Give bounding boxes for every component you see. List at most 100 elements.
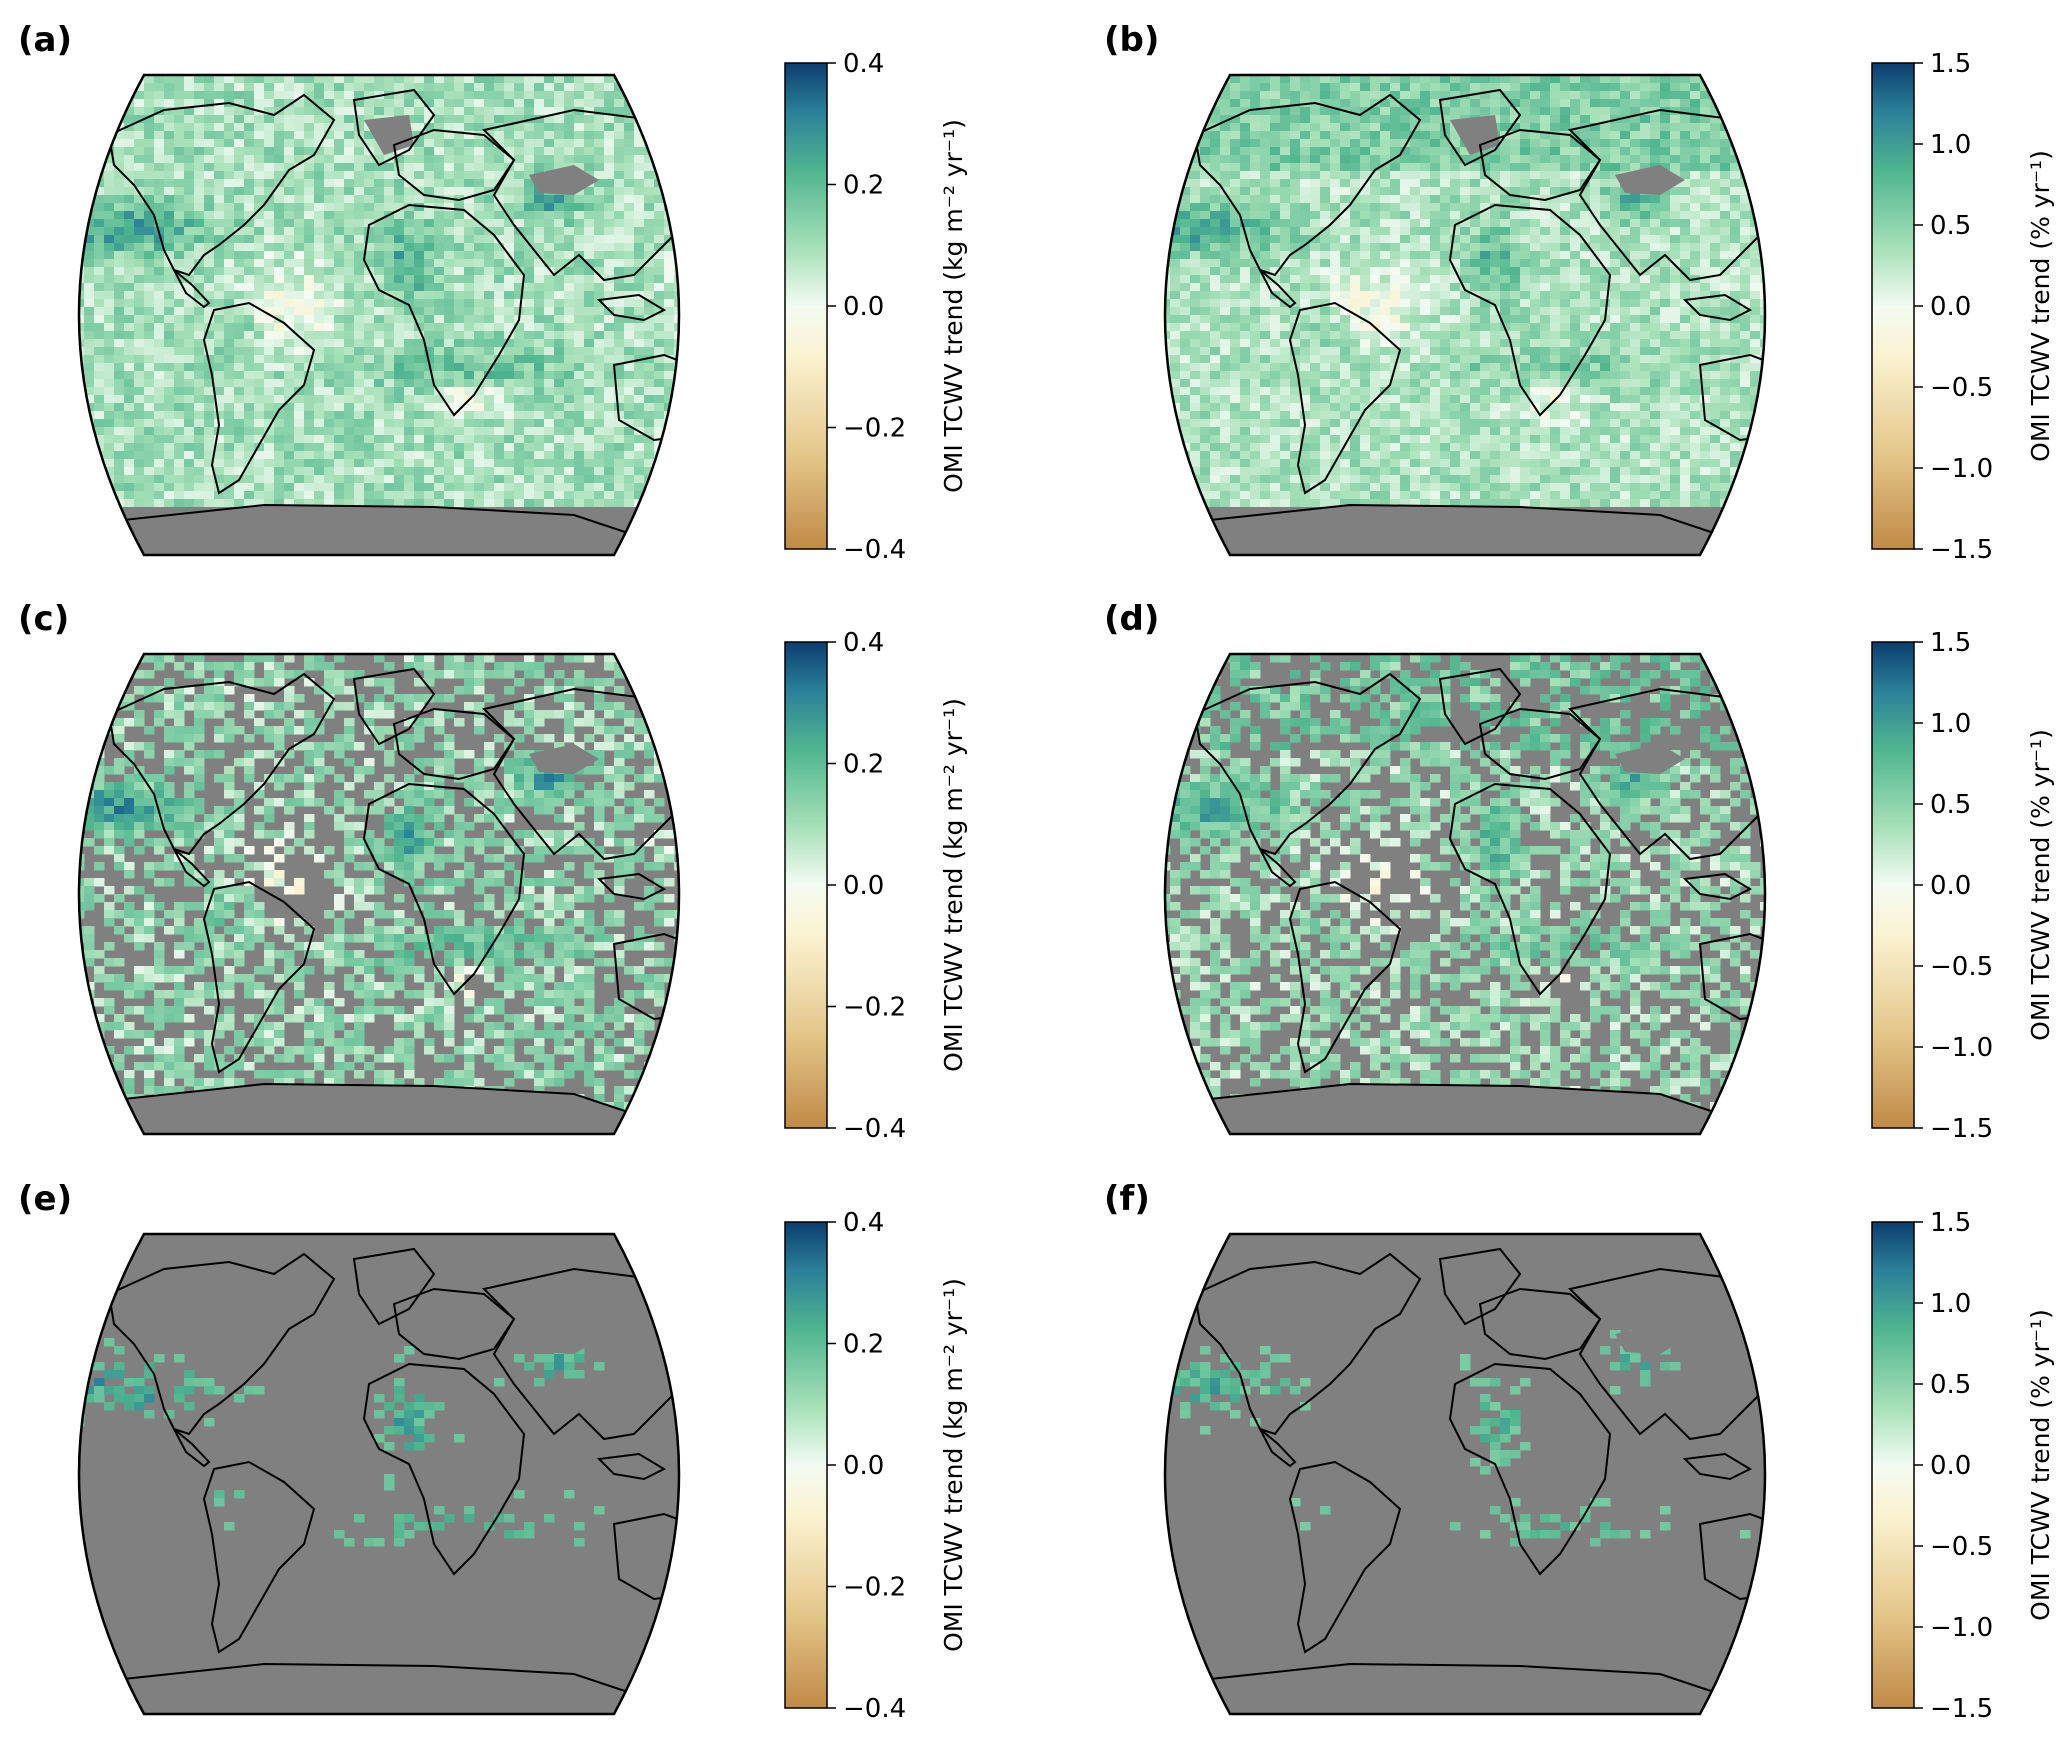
coastline-antarctica: [123, 503, 635, 555]
colorbar-tick-label: −0.2: [843, 993, 906, 1023]
trend-field: [1165, 1234, 1765, 1714]
coastline-antarctica: [123, 1082, 635, 1134]
coastline-europe: [392, 1287, 516, 1361]
colorbar-label: OMI TCWV trend (kg m⁻² yr⁻¹): [939, 1278, 968, 1652]
coastline-antarctica: [1209, 503, 1721, 555]
panel-letter: (f): [1104, 1179, 1150, 1219]
colorbar: 0.4 0.2 0.0 −0.2 −0.4 OMI TCWV trend (kg m⁻² …: [784, 628, 968, 1144]
colorbar-gradient: [784, 1221, 828, 1709]
map: [77, 652, 681, 1136]
colorbar-tick-label: 0.2: [843, 171, 884, 201]
coastline-centralAmerica: [173, 848, 211, 888]
colorbar-tick-label: 0.4: [843, 49, 884, 79]
coastline-greenland: [352, 1247, 436, 1326]
coastlines: [107, 88, 679, 555]
antarctica-fill: [124, 1084, 634, 1134]
colorbar-tick-label: 0.0: [1930, 1451, 1971, 1481]
colorbar: 0.4 0.2 0.0 −0.2 −0.4 OMI TCWV trend (kg m⁻² …: [784, 1208, 968, 1724]
colorbar-gradient: [784, 641, 828, 1129]
colorbar-tick-label: 1.5: [1930, 628, 1971, 658]
panel-f: (f) 1.5 1.0 0.5 0.0 −0.5 −1.0 −1.5 OMI TCWV tren…: [1104, 1179, 2055, 1724]
colorbar-tick-label: −0.4: [843, 535, 906, 565]
colorbar-tick-label: 0.0: [843, 292, 884, 322]
colorbar-tick-label: 0.0: [843, 871, 884, 901]
map: [1163, 73, 1767, 557]
colorbar-tick-label: −1.0: [1930, 1033, 1993, 1063]
map: [77, 1232, 681, 1716]
colorbar-tick-label: 1.0: [1930, 709, 1971, 739]
coastline-europe: [392, 128, 516, 202]
panel-d: (d) 1.5 1.0 0.5 0.0 −0.5 −1.0 −1.5 OMI TCWV tren…: [1104, 599, 2055, 1144]
colorbar-tick-label: −0.4: [843, 1114, 906, 1144]
map: [77, 73, 681, 557]
tibet-nodata: [1615, 744, 1685, 774]
tibet-nodata: [529, 744, 599, 774]
map-border: [77, 1232, 681, 1716]
coastline-africa: [362, 1362, 526, 1576]
coastline-northAmerica: [1193, 93, 1422, 277]
colorbar-label: OMI TCWV trend (% yr⁻¹): [2026, 150, 2055, 462]
colorbar-tick-label: −1.5: [1930, 535, 1993, 565]
coastline-indonesia: [596, 1452, 667, 1481]
colorbar: 0.4 0.2 0.0 −0.2 −0.4 OMI TCWV trend (kg m⁻² …: [784, 49, 968, 565]
trend-field: [1165, 654, 1765, 1134]
trend-field: [79, 1234, 679, 1714]
colorbar: 1.5 1.0 0.5 0.0 −0.5 −1.0 −1.5 OMI TCWV trend (…: [1871, 628, 2055, 1144]
trend-field: [79, 75, 679, 555]
panel-c: (c) 0.4 0.2 0.0 −0.2 −0.4 OMI TCWV trend (kg m…: [18, 599, 968, 1144]
tibet-nodata: [1615, 165, 1685, 195]
greenland-nodata: [1450, 115, 1500, 155]
colorbar-gradient: [1871, 641, 1915, 1129]
coastline-antarctica: [1209, 1082, 1721, 1134]
panel-letter: (c): [18, 599, 69, 639]
coastline-northAmerica: [1193, 672, 1422, 856]
antarctica-fill: [1210, 1084, 1720, 1134]
coastline-centralAmerica: [1259, 269, 1297, 309]
coastline-europe: [1478, 128, 1602, 202]
colorbar-tick-label: 0.4: [843, 1208, 884, 1238]
colorbar-tick-label: 1.5: [1930, 1208, 1971, 1238]
colorbar-tick-label: −0.4: [843, 1694, 906, 1724]
map: [1163, 1232, 1767, 1716]
colorbar-tick-label: 0.0: [1930, 871, 1971, 901]
coastline-greenland: [352, 667, 436, 746]
coastline-centralAmerica: [1259, 1428, 1297, 1468]
colorbar-tick-label: −0.5: [1930, 373, 1993, 403]
colorbar-label: OMI TCWV trend (kg m⁻² yr⁻¹): [939, 698, 968, 1072]
panel-b: (b) 1.5 1.0 0.5 0.0 −0.5 −1.0 −1.5 OMI TCWV tren…: [1104, 20, 2055, 565]
colorbar-tick-label: 0.4: [843, 628, 884, 658]
colorbar-tick-label: 0.5: [1930, 1370, 1971, 1400]
colorbar-tick-label: 1.5: [1930, 49, 1971, 79]
coastline-antarctica: [123, 1662, 635, 1714]
map-border: [1163, 652, 1767, 1136]
coastline-northAmerica: [1193, 1252, 1422, 1436]
coastline-africa: [1448, 203, 1612, 417]
coastline-greenland: [352, 88, 436, 167]
coastline-centralAmerica: [1259, 848, 1297, 888]
map-border: [77, 73, 681, 557]
coastline-northAmerica: [107, 93, 336, 277]
colorbar-tick-label: −1.5: [1930, 1694, 1993, 1724]
map-border: [77, 652, 681, 1136]
colorbar-tick-label: −1.0: [1930, 1613, 1993, 1643]
greenland-nodata: [364, 115, 414, 155]
colorbar-tick-label: −0.2: [843, 414, 906, 444]
coastline-northAmerica: [107, 1252, 336, 1436]
coastline-centralAmerica: [173, 269, 211, 309]
coastline-greenland: [1438, 667, 1522, 746]
coastline-southAmerica: [1288, 880, 1402, 1074]
colorbar-tick-label: 0.2: [843, 1330, 884, 1360]
coastline-southAmerica: [202, 1460, 316, 1654]
coastline-africa: [362, 203, 526, 417]
coastline-indonesia: [1682, 293, 1753, 322]
colorbar-label: OMI TCWV trend (% yr⁻¹): [2026, 729, 2055, 1041]
colorbar-tick-label: 0.5: [1930, 790, 1971, 820]
coastline-australia: [612, 932, 679, 1021]
coastline-southAmerica: [202, 301, 316, 495]
colorbar-tick-label: −1.0: [1930, 454, 1993, 484]
antarctica-fill: [1210, 1664, 1720, 1714]
coastline-centralAmerica: [173, 1428, 211, 1468]
colorbar-tick-label: 1.0: [1930, 1289, 1971, 1319]
tibet-nodata: [1615, 1324, 1685, 1354]
